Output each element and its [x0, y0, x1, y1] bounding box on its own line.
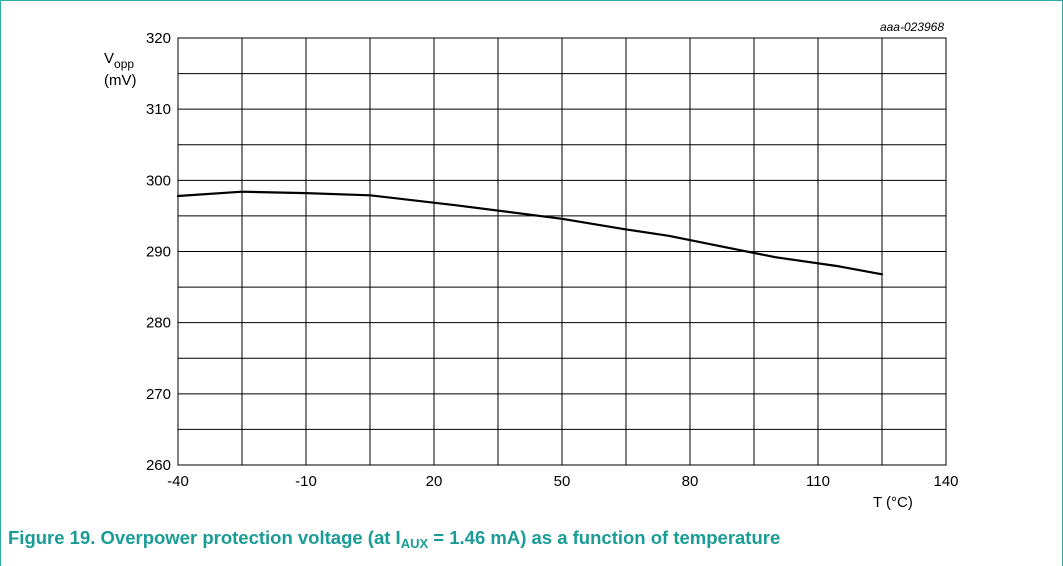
caption-prefix: Figure 19. Overpower protection voltage … [8, 527, 401, 548]
y-tick-label: 280 [146, 315, 171, 332]
y-tick-label: 270 [146, 386, 171, 403]
chart: -40 -10 20 50 80 110 140260270280290300310320 … [104, 20, 959, 511]
x-tick-label: 20 [426, 473, 443, 490]
x-tick-label: 50 [554, 473, 571, 490]
caption-subscript: AUX [400, 536, 429, 551]
x-tick-label: -10 [295, 473, 317, 490]
x-axis-label: T (°C) [873, 494, 913, 511]
y-axis-label: Vopp [104, 50, 134, 71]
y-axis-unit: (mV) [104, 72, 137, 89]
y-tick-label: 310 [146, 101, 171, 118]
x-tick-label: 140 [933, 473, 958, 490]
figure-code: aaa-023968 [880, 20, 944, 34]
x-tick-label: -40 [167, 473, 189, 490]
y-tick-label: 300 [146, 172, 171, 189]
series-line [176, 190, 884, 276]
grid [178, 38, 946, 465]
y-tick-label: 290 [146, 244, 171, 261]
figure-caption: Figure 19. Overpower protection voltage … [8, 527, 1058, 551]
y-axis-label-sub: opp [114, 57, 134, 71]
plot-border [177, 37, 947, 466]
tick-labels: -40 -10 20 50 80 110 140 260 270 280 290 300 310 320 [146, 30, 959, 490]
y-axis-label-main: V [104, 50, 114, 67]
series-layer [176, 190, 884, 276]
x-tick-label: 80 [682, 473, 699, 490]
y-tick-label: 320 [146, 30, 171, 47]
y-tick-label: 260 [146, 457, 171, 474]
x-tick-label: 110 [806, 473, 830, 490]
caption-suffix: = 1.46 mA) as a function of temperature [428, 527, 781, 548]
